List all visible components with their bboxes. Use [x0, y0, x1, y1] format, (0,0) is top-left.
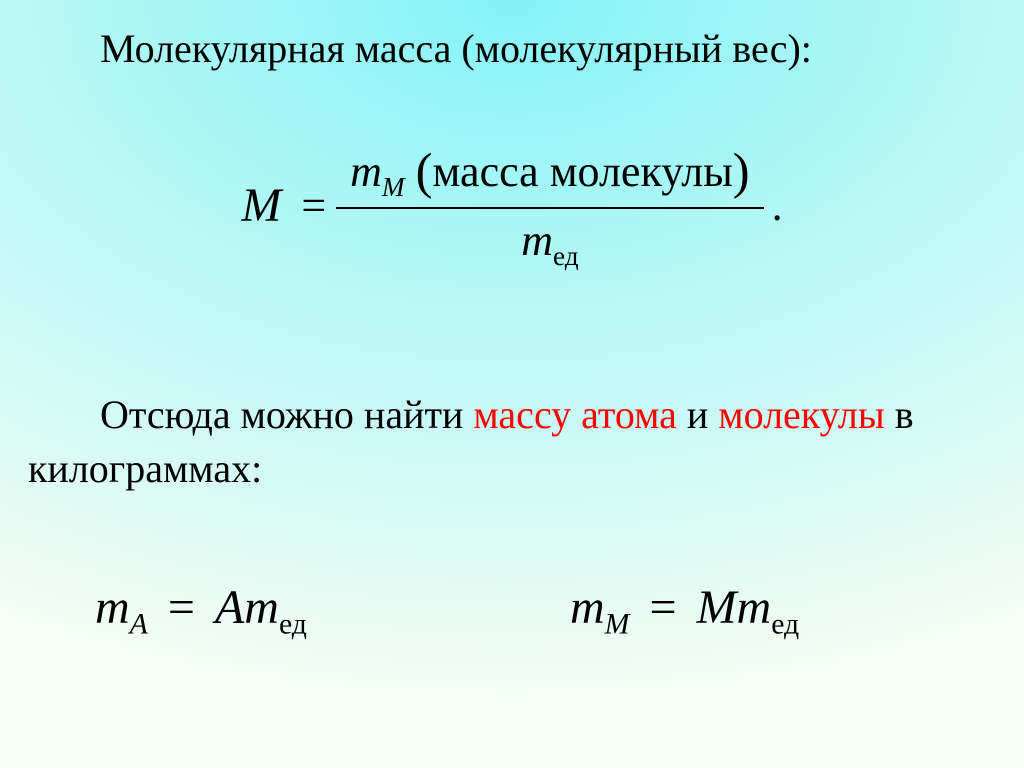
den-var: m — [521, 216, 553, 265]
fraction-denominator: mед — [336, 209, 764, 272]
formula-period: . — [772, 181, 783, 230]
formula-a: mA = Amед — [95, 580, 307, 642]
heading-paragraph: Молекулярная масса (молекулярный вес): — [28, 22, 998, 76]
body-paragraph: Отсюда можно найти массу атома и молекул… — [28, 388, 998, 496]
fm-lhs-var: m — [570, 581, 605, 634]
para2-highlight-2: молекулы — [718, 392, 884, 437]
fm-rhs-sub: ед — [771, 608, 799, 641]
fm-rhs-var1: M — [697, 581, 737, 634]
fa-lhs-sub: A — [130, 608, 148, 641]
fa-eq: = — [168, 581, 195, 634]
fa-rhs-var2: m — [244, 581, 279, 634]
den-sub: ед — [553, 241, 579, 271]
slide: Молекулярная масса (молекулярный вес): M… — [0, 0, 1024, 768]
slide-content: Молекулярная масса (молекулярный вес): M… — [0, 0, 1024, 768]
fa-lhs-var: m — [95, 581, 130, 634]
num-var: m — [350, 147, 382, 196]
fa-rhs-sub: ед — [279, 608, 307, 641]
para2-mid: и — [677, 392, 718, 437]
paren-right: ) — [733, 143, 750, 199]
num-sub: M — [382, 172, 405, 202]
equals-sign: = — [301, 181, 326, 230]
para2-highlight-1: массу атома — [473, 392, 676, 437]
formula-lhs: M — [241, 179, 281, 232]
num-text: масса молекулы — [433, 147, 733, 196]
paren-left: ( — [416, 143, 433, 199]
formula-m: mM = Mmед — [570, 580, 799, 642]
fm-rhs-var2: m — [737, 581, 772, 634]
fm-eq: = — [649, 581, 676, 634]
formula-main: M = mM (масса молекулы) mед . — [0, 140, 1024, 272]
fa-rhs-var1: A — [215, 581, 244, 634]
para2-pre: Отсюда можно найти — [100, 392, 473, 437]
fraction: mM (масса молекулы) mед — [336, 140, 764, 272]
fraction-numerator: mM (масса молекулы) — [336, 140, 764, 209]
fm-lhs-sub: M — [605, 608, 630, 641]
